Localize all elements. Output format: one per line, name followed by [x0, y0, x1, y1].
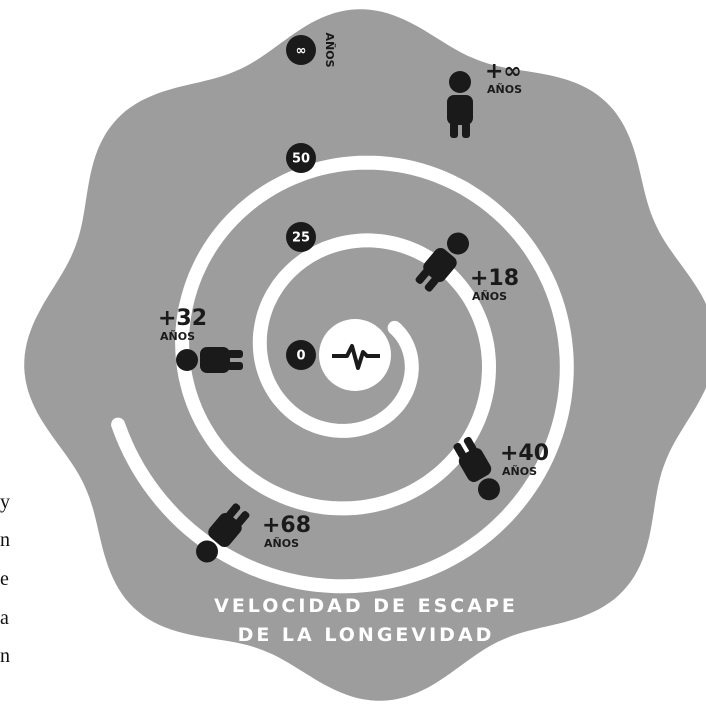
milestone-label: ∞: [296, 44, 307, 59]
milestone-unit: AÑOS: [323, 33, 336, 68]
person-head: [449, 71, 471, 93]
gain-unit: AÑOS: [487, 83, 522, 96]
milestone-50: 50: [286, 143, 316, 173]
person-body: [200, 347, 230, 373]
gain-label: +32: [158, 306, 207, 331]
gain-unit: AÑOS: [502, 465, 537, 478]
gain-unit: AÑOS: [264, 537, 299, 550]
title-line: VELOCIDAD DE ESCAPE: [214, 595, 518, 617]
infographic: 0 25 50 ∞ AÑOS +∞AÑOS+18AÑOS+32AÑOS+40AÑ…: [0, 0, 706, 711]
gain-label: +40: [500, 441, 549, 466]
gain-unit: AÑOS: [472, 290, 507, 303]
person-leg: [227, 362, 243, 370]
gain-label: +18: [470, 266, 519, 291]
person-leg: [450, 122, 458, 138]
person-leg: [227, 350, 243, 358]
person-body: [447, 95, 473, 125]
gain-label: +∞: [485, 59, 522, 84]
gain-unit: AÑOS: [160, 330, 195, 343]
milestone-label: 25: [292, 231, 310, 246]
milestone-label: 0: [296, 349, 305, 364]
cut-off-text: e: [0, 568, 9, 590]
cut-off-text: y: [0, 491, 10, 513]
title-line: DE LA LONGEVIDAD: [238, 624, 495, 646]
cut-off-text: a: [0, 607, 9, 629]
cut-off-text: n: [0, 645, 10, 667]
milestone-0: 0: [286, 340, 316, 370]
gain-label: +68: [262, 513, 311, 538]
milestone-label: 50: [292, 152, 310, 167]
person-head: [176, 349, 198, 371]
cut-off-text: n: [0, 529, 10, 551]
milestone-25: 25: [286, 222, 316, 252]
person-leg: [462, 122, 470, 138]
